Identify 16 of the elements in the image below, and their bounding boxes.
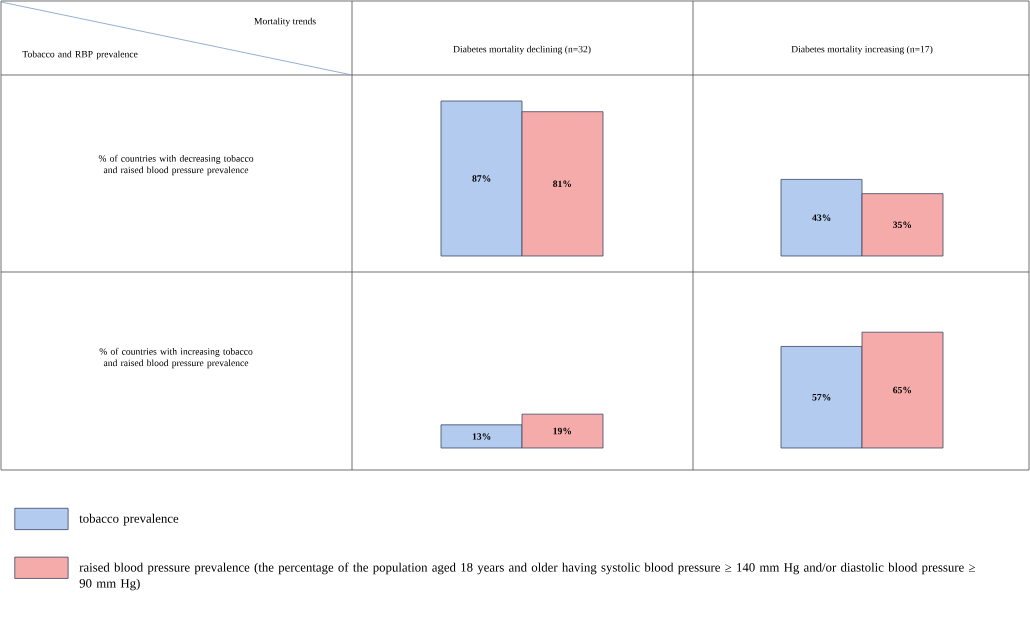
data-label: 13% [472, 433, 491, 440]
text: % of countries with decreasing tobacco and raised blood pressure prevalence [98, 154, 254, 176]
text: % of countries with increasing tobacco and raised blood pressure prevalence [99, 347, 253, 369]
data-label: 19% [553, 427, 572, 435]
data-label: 65% [893, 386, 912, 394]
text: Mortality trends [254, 17, 316, 27]
text: Tobacco and RBP prevalence [22, 50, 138, 60]
data-label: 81% [553, 180, 572, 188]
data-label: 57% [812, 393, 831, 401]
data-label: 35% [893, 221, 912, 229]
legend-label: tobacco prevalence [79, 513, 179, 526]
data-label: 43% [812, 214, 831, 221]
data-label: 87% [472, 175, 491, 182]
text: Diabetes mortality increasing (n=17) [791, 45, 933, 55]
text: Diabetes mortality declining (n=32) [453, 45, 591, 55]
legend-label: raised blood pressure prevalence (the percentage of the population aged 18 years and older having systolic blood pressure ≥ 140 mm Hg and/or diastolic blood pressure ≥ 90 mm Hg) [79, 562, 975, 591]
